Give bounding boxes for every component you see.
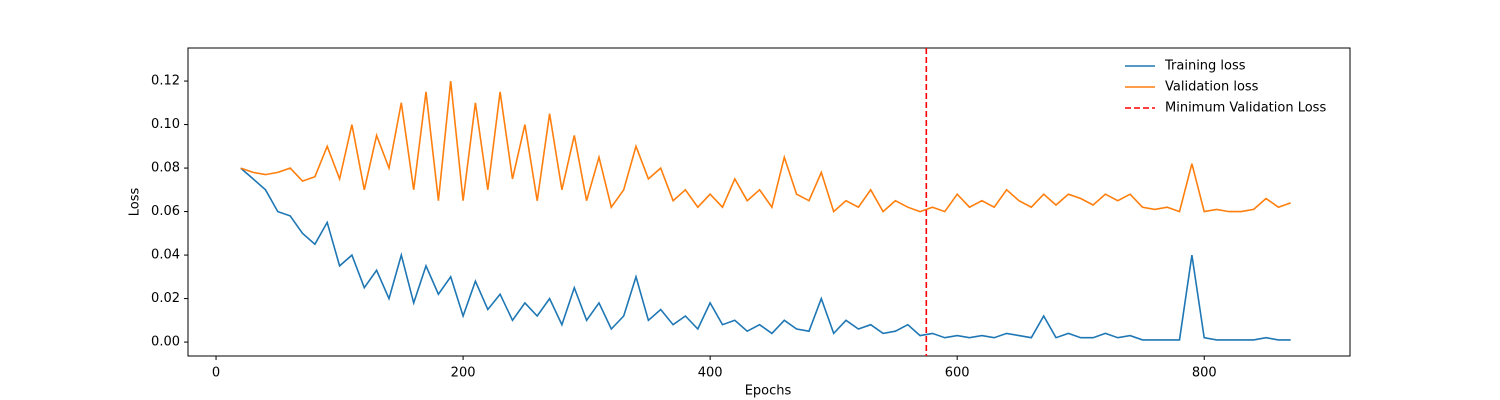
x-tick-label: 800 [1192,366,1217,381]
legend-label: Minimum Validation Loss [1165,101,1326,116]
y-tick-label: 0.08 [151,161,180,176]
x-tick-label: 200 [451,366,476,381]
y-tick-label: 0.06 [151,204,180,219]
legend-label: Training loss [1164,59,1246,74]
x-tick-label: 0 [212,366,220,381]
y-tick-label: 0.12 [151,74,180,89]
y-tick-label: 0.00 [151,335,180,350]
legend-label: Validation loss [1165,80,1259,95]
series-line [240,167,1291,341]
x-tick-label: 600 [945,366,970,381]
series-line [240,81,1291,214]
y-tick-label: 0.04 [151,248,180,263]
y-tick-label: 0.02 [151,291,180,306]
y-tick-label: 0.10 [151,117,180,132]
plot-frame [187,47,1351,357]
x-tick-label: 400 [698,366,723,381]
y-axis-label: Loss [128,188,143,217]
x-axis-label: Epochs [745,384,792,399]
